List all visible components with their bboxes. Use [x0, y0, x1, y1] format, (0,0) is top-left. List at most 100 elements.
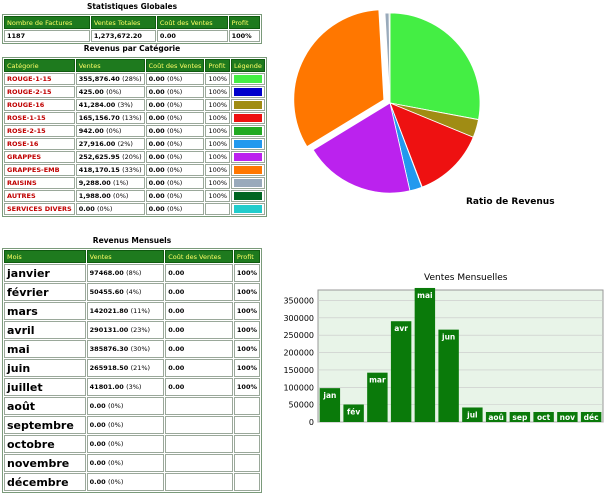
- category-name: ROSE-1-15: [4, 112, 75, 124]
- percent-label: (0%): [166, 192, 183, 200]
- monthly-row: octobre 0.00 (0%): [4, 435, 260, 453]
- month-name: juillet: [4, 378, 86, 396]
- pie-slice-rose-1-15: [389, 102, 474, 188]
- month-name: octobre: [4, 435, 86, 453]
- category-profit: 100%: [205, 125, 231, 137]
- category-header-row: Catégorie Ventes Coût des Ventes Profit …: [4, 59, 265, 72]
- col-cost: Coût des Ventes: [156, 16, 228, 29]
- monthly-sales-bar-chart: 0 50000 100000 150000 200000 250000 300000 3500…: [283, 287, 604, 427]
- sales-value: 142021.80: [89, 307, 129, 315]
- category-row: AUTRES 1,988.00 (0%) 0.00 (0%) 100%: [4, 190, 265, 202]
- category-row: SERVICES DIVERS 0.00 (0%) 0.00 (0%): [4, 203, 265, 215]
- sales-value: 165,156.70: [78, 114, 120, 122]
- cost-value: 0.00: [148, 101, 165, 109]
- category-cost: 0.00 (0%): [145, 73, 205, 85]
- category-profit: 100%: [205, 86, 231, 98]
- month-profit: [233, 454, 260, 472]
- legend-swatch: [234, 88, 262, 96]
- global-stats-title: Statistiques Globales: [86, 2, 178, 11]
- month-profit: [233, 397, 260, 415]
- plot-area: [317, 289, 604, 423]
- month-cost: 0.00: [165, 264, 233, 282]
- percent-label: (8%): [126, 269, 142, 277]
- sales-value: 385876.30: [89, 345, 129, 353]
- category-profit: 100%: [205, 112, 231, 124]
- category-row: GRAPPES-EMB 418,170.15 (33%) 0.00 (0%) 100%: [4, 164, 265, 176]
- category-profit: 100%: [205, 190, 231, 202]
- month-cost: [165, 473, 233, 491]
- percent-label: (33%): [122, 166, 142, 174]
- month-name: août: [4, 397, 86, 415]
- invoice-count: 1187: [4, 30, 90, 42]
- cost-value: 0.00: [148, 127, 165, 135]
- cost-value: 0.00: [148, 153, 165, 161]
- month-cost: [165, 435, 233, 453]
- bar-jun: [438, 329, 459, 422]
- cost-value: 0.00: [148, 205, 165, 213]
- sales-value: 97468.00: [89, 269, 124, 277]
- category-row: ROSE-1-15 165,156.70 (13%) 0.00 (0%) 100%: [4, 112, 265, 124]
- global-value-row: 1187 1,273,672.20 0.00 100%: [4, 30, 260, 42]
- bar-label: jan: [322, 391, 336, 400]
- legend-swatch-cell: [231, 190, 265, 202]
- sales-value: 1,988.00: [78, 192, 111, 200]
- month-sales: 0.00 (0%): [86, 397, 165, 415]
- col-sales: Ventes: [75, 59, 145, 72]
- month-profit: [233, 473, 260, 491]
- legend-swatch-cell: [231, 203, 265, 215]
- month-name: novembre: [4, 454, 86, 472]
- month-name: mai: [4, 340, 86, 358]
- category-name: GRAPPES-EMB: [4, 164, 75, 176]
- percent-label: (23%): [130, 326, 151, 334]
- category-cost: 0.00 (0%): [145, 138, 205, 150]
- category-name: ROSE-2-15: [4, 125, 75, 137]
- col-category: Catégorie: [4, 59, 75, 72]
- y-tick-label: 50000: [289, 401, 314, 410]
- bar-label: mai: [417, 291, 432, 300]
- monthly-row: avril 290131.00 (23%) 0.00 100%: [4, 321, 260, 339]
- category-revenue-table: Catégorie Ventes Coût des Ventes Profit …: [2, 57, 267, 217]
- monthly-row: mars 142021.80 (11%) 0.00 100%: [4, 302, 260, 320]
- bar-fév: [343, 404, 364, 422]
- percent-label: (0%): [166, 166, 183, 174]
- percent-label: (21%): [130, 364, 151, 372]
- month-profit: 100%: [233, 321, 260, 339]
- month-cost: [165, 397, 233, 415]
- col-profit: Profit: [233, 250, 260, 263]
- pie-slice-grappes: [312, 102, 411, 194]
- legend-swatch-cell: [231, 177, 265, 189]
- month-profit: 100%: [233, 302, 260, 320]
- pie-slice-grappes-emb: [293, 10, 385, 148]
- y-tick-label: 150000: [283, 366, 314, 375]
- pie-chart-title: Ratio de Revenus: [466, 197, 555, 207]
- bar-label-bg: [509, 412, 531, 422]
- month-cost: [165, 454, 233, 472]
- category-profit: 100%: [205, 138, 231, 150]
- legend-swatch: [234, 140, 262, 148]
- month-sales: 0.00 (0%): [86, 416, 165, 434]
- col-cost: Coût des Ventes: [145, 59, 205, 72]
- category-cost: 0.00 (0%): [145, 177, 205, 189]
- month-cost: 0.00: [165, 378, 233, 396]
- month-sales: 50455.60 (4%): [86, 283, 165, 301]
- month-sales: 385876.30 (30%): [86, 340, 165, 358]
- legend-swatch: [234, 205, 262, 213]
- month-profit: [233, 416, 260, 434]
- percent-label: (1%): [113, 179, 129, 187]
- cost-value: 0.00: [148, 88, 165, 96]
- percent-label: (28%): [122, 75, 142, 83]
- percent-label: (30%): [130, 345, 151, 353]
- category-row: ROUGE-2-15 425.00 (0%) 0.00 (0%) 100%: [4, 86, 265, 98]
- category-sales: 252,625.95 (20%): [75, 151, 145, 163]
- bar-label: jun: [441, 333, 455, 342]
- percent-label: (13%): [122, 114, 142, 122]
- y-tick-label: 250000: [283, 331, 314, 340]
- total-sales: 1,273,672.20: [90, 30, 156, 42]
- percent-label: (0%): [107, 440, 124, 448]
- bar-label: nov: [560, 413, 575, 422]
- category-row: RAISINS 9,288.00 (1%) 0.00 (0%) 100%: [4, 177, 265, 189]
- category-sales: 942.00 (0%): [75, 125, 145, 137]
- month-sales: 0.00 (0%): [86, 454, 165, 472]
- month-sales: 265918.50 (21%): [86, 359, 165, 377]
- category-name: ROSE-16: [4, 138, 75, 150]
